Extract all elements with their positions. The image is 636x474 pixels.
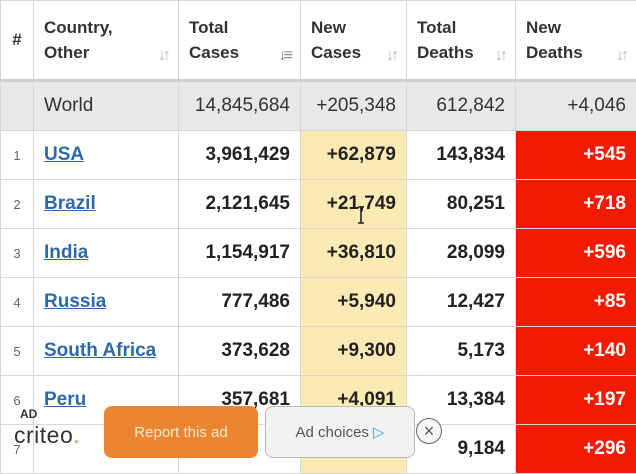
criteo-brand-text: criteo <box>14 422 73 448</box>
total-cases-cell: 1,154,917 <box>179 229 301 278</box>
header-new-deaths-line2: Deaths <box>526 40 626 65</box>
column-header-total-deaths[interactable]: Total Deaths ↓↑ <box>407 1 516 81</box>
total-deaths-cell: 12,427 <box>407 278 516 327</box>
criteo-brand-accent: . <box>73 422 80 448</box>
table-row: 1 USA 3,961,429 +62,879 143,834 +545 <box>1 131 636 180</box>
world-total-row: World 14,845,684 +205,348 612,842 +4,046 <box>1 81 636 131</box>
new-cases-cell: +62,879 <box>301 131 407 180</box>
country-link[interactable]: Russia <box>44 291 106 312</box>
header-total-deaths-line1: Total <box>417 15 505 40</box>
new-cases-cell: +5,940 <box>301 278 407 327</box>
new-deaths-cell: +718 <box>516 180 636 229</box>
column-header-new-deaths[interactable]: New Deaths ↓↑ <box>516 1 636 81</box>
world-total-cases: 14,845,684 <box>179 81 301 131</box>
rank-cell: 3 <box>1 229 34 278</box>
column-header-country[interactable]: Country, Other ↓↑ <box>34 1 179 81</box>
total-deaths-cell: 80,251 <box>407 180 516 229</box>
world-label: World <box>34 81 179 131</box>
text-cursor-icon <box>356 206 366 224</box>
country-link[interactable]: India <box>44 242 88 263</box>
column-header-total-cases[interactable]: Total Cases ↓≡ <box>179 1 301 81</box>
rank-cell: 2 <box>1 180 34 229</box>
sort-descending-icon[interactable]: ↓≡ <box>279 47 290 65</box>
header-total-cases-line1: Total <box>189 15 290 40</box>
header-country-line2: Other <box>44 40 168 65</box>
sort-arrows-icon[interactable]: ↓↑ <box>386 47 396 65</box>
header-country-line1: Country, <box>44 15 168 40</box>
new-deaths-cell: +140 <box>516 327 636 376</box>
criteo-logo: criteo. <box>14 422 80 449</box>
country-link[interactable]: South Africa <box>44 340 156 361</box>
total-cases-cell: 373,628 <box>179 327 301 376</box>
new-cases-cell: +9,300 <box>301 327 407 376</box>
world-new-cases: +205,348 <box>301 81 407 131</box>
table-row: 3 India 1,154,917 +36,810 28,099 +596 <box>1 229 636 278</box>
country-cell: USA <box>34 131 179 180</box>
header-new-deaths-line1: New <box>526 15 626 40</box>
header-new-cases-line2: Cases <box>311 40 396 65</box>
ad-banner: AD criteo. Report this ad Ad choices ▷ × <box>0 401 636 456</box>
country-link[interactable]: Brazil <box>44 193 96 214</box>
country-cell: South Africa <box>34 327 179 376</box>
total-cases-cell: 2,121,645 <box>179 180 301 229</box>
header-hash-label: # <box>12 30 21 49</box>
total-deaths-cell: 28,099 <box>407 229 516 278</box>
new-deaths-cell: +596 <box>516 229 636 278</box>
total-cases-cell: 777,486 <box>179 278 301 327</box>
total-deaths-cell: 143,834 <box>407 131 516 180</box>
header-total-deaths-line2: Deaths <box>417 40 505 65</box>
close-icon[interactable]: × <box>416 418 442 444</box>
column-header-new-cases[interactable]: New Cases ↓↑ <box>301 1 407 81</box>
table-row: 2 Brazil 2,121,645 +21,749 80,251 +718 <box>1 180 636 229</box>
new-cases-cell: +21,749 <box>301 180 407 229</box>
table-row: 5 South Africa 373,628 +9,300 5,173 +140 <box>1 327 636 376</box>
rank-cell: 5 <box>1 327 34 376</box>
rank-cell: 4 <box>1 278 34 327</box>
rank-cell: 1 <box>1 131 34 180</box>
new-deaths-cell: +85 <box>516 278 636 327</box>
table-header-row: # Country, Other ↓↑ Total Cases ↓≡ New C… <box>1 1 636 81</box>
header-total-cases-line2: Cases <box>189 40 290 65</box>
rank-cell <box>1 81 34 131</box>
country-cell: Russia <box>34 278 179 327</box>
ad-choices-button[interactable]: Ad choices ▷ <box>265 406 415 458</box>
header-new-cases-line1: New <box>311 15 396 40</box>
ad-tag: AD <box>20 407 37 421</box>
table-row: 4 Russia 777,486 +5,940 12,427 +85 <box>1 278 636 327</box>
total-deaths-cell: 5,173 <box>407 327 516 376</box>
sort-arrows-icon[interactable]: ↓↑ <box>616 47 626 65</box>
total-cases-cell: 3,961,429 <box>179 131 301 180</box>
country-link[interactable]: USA <box>44 144 84 165</box>
ad-choices-triangle-icon: ▷ <box>373 423 385 441</box>
world-new-deaths: +4,046 <box>516 81 636 131</box>
sort-arrows-icon[interactable]: ↓↑ <box>495 47 505 65</box>
new-cases-cell: +36,810 <box>301 229 407 278</box>
new-deaths-cell: +545 <box>516 131 636 180</box>
sort-arrows-icon[interactable]: ↓↑ <box>158 47 168 65</box>
world-total-deaths: 612,842 <box>407 81 516 131</box>
column-header-rank: # <box>1 1 34 81</box>
country-cell: India <box>34 229 179 278</box>
report-ad-button[interactable]: Report this ad <box>104 406 258 458</box>
ad-choices-label: Ad choices <box>296 424 369 441</box>
country-cell: Brazil <box>34 180 179 229</box>
